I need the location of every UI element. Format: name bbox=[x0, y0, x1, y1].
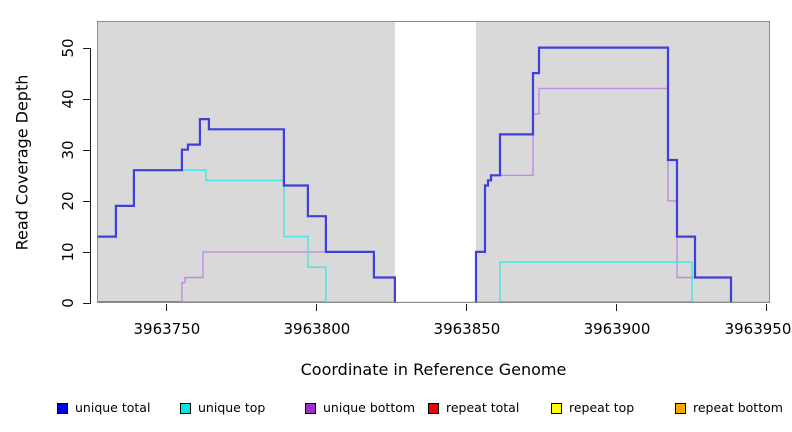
y-tick-label: 10 bbox=[59, 242, 77, 262]
legend-label-repeat-top: repeat top bbox=[569, 400, 635, 415]
legend-label-repeat-total: repeat total bbox=[446, 400, 520, 415]
legend-swatch-unique-total bbox=[57, 403, 68, 414]
y-tick-label: 20 bbox=[59, 191, 77, 211]
y-tick bbox=[83, 47, 91, 49]
plot-border bbox=[97, 21, 770, 303]
y-axis-title: Read Coverage Depth bbox=[12, 74, 32, 251]
y-tick bbox=[83, 200, 91, 202]
y-tick-label: 30 bbox=[59, 140, 77, 160]
y-tick-label: 50 bbox=[59, 38, 77, 58]
gap-region bbox=[394, 21, 476, 303]
series-line-unique-total bbox=[97, 46, 770, 303]
legend-label-unique-top: unique top bbox=[198, 400, 266, 415]
legend-label-repeat-bottom: repeat bottom bbox=[693, 400, 783, 415]
legend-swatch-repeat-total bbox=[428, 403, 439, 414]
x-tick-label: 3963950 bbox=[724, 320, 792, 338]
x-tick-label: 3963850 bbox=[433, 320, 501, 338]
x-tick bbox=[616, 304, 618, 311]
y-tick-label: 0 bbox=[59, 298, 77, 308]
legend-swatch-unique-top bbox=[180, 403, 191, 414]
legend-label-unique-total: unique total bbox=[75, 400, 151, 415]
x-tick-label: 3963800 bbox=[283, 320, 351, 338]
x-tick-label: 3963750 bbox=[133, 320, 201, 338]
legend-swatch-repeat-bottom bbox=[675, 403, 686, 414]
y-tick bbox=[83, 149, 91, 151]
y-tick bbox=[83, 303, 91, 304]
legend-label-unique-bottom: unique bottom bbox=[323, 400, 416, 415]
plot-area bbox=[97, 21, 770, 303]
y-axis-line bbox=[90, 47, 91, 304]
legend-swatch-repeat-top bbox=[551, 403, 562, 414]
y-tick-label: 40 bbox=[59, 89, 77, 109]
x-tick bbox=[166, 304, 168, 311]
y-tick bbox=[83, 251, 91, 253]
x-tick bbox=[316, 304, 318, 311]
x-tick-label: 3963900 bbox=[583, 320, 651, 338]
x-tick bbox=[766, 304, 768, 311]
x-axis-title: Coordinate in Reference Genome bbox=[300, 360, 567, 379]
y-tick bbox=[83, 98, 91, 100]
legend-swatch-unique-bottom bbox=[305, 403, 316, 414]
x-tick bbox=[466, 304, 468, 311]
